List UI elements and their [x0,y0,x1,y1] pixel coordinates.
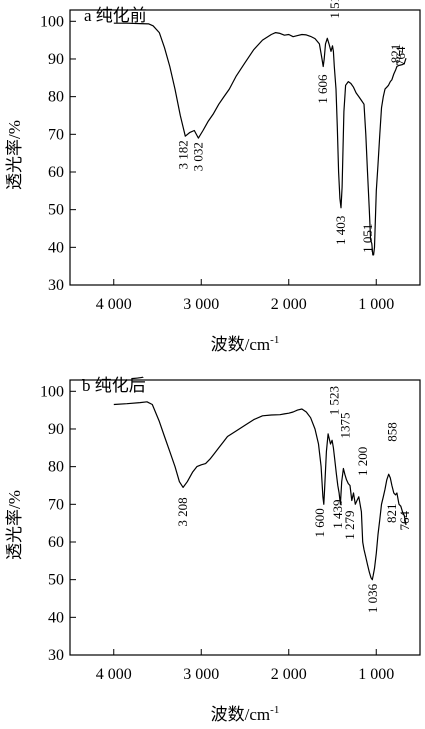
panel-a-peak-label: 3 182 [175,140,190,169]
panel-a-peak-label: 1 606 [315,74,330,104]
panel-b-x-axis-label: 波数/cm-1 [211,704,280,724]
panel-a-y-tick-label: 90 [48,51,64,68]
panel-b-chart: b 纯化后 透光率/% 波数/cm-1 30 40 50 60 70 80 90 100 4 … [5,376,421,724]
panel-b-x-tick-label: 1 000 [358,666,394,683]
panel-a-y-tick-label: 70 [48,126,64,143]
panel-b-title: b 纯化后 [82,376,146,395]
panel-b-y-tick-label: 90 [48,421,64,438]
panel-b-peak-label: 1 200 [355,447,370,476]
panel-b-y-tick-label: 80 [48,459,64,476]
panel-a-y-tick-label: 100 [40,13,64,30]
panel-b-x-tick-label: 4 000 [96,666,132,683]
panel-b-peak-label: 1 600 [312,508,327,537]
panel-b-frame [69,379,421,656]
panel-a-y-tick-label: 40 [48,239,64,256]
panel-b-y-tick-label: 60 [48,534,64,551]
panel-b-peak-label: 1 523 [327,386,342,415]
panel-a-peak-label: 1 051 [360,224,375,253]
panel-a-y-tick-label: 80 [48,89,64,106]
panel-a-x-axis-label-main: 波数/cm [211,335,271,354]
panel-a-title: a 纯化前 [84,6,147,25]
panel-a-peak-label: 1 517 [327,0,342,19]
panel-b-peak-label: 1 439 [330,500,345,529]
panel-b-y-tick-label: 40 [48,609,64,626]
panel-b-peak-label: 821 [384,504,399,524]
panel-a-chart: a 纯化前 透光率/% 波数/cm-1 30 40 50 60 70 80 90 100 4 … [5,0,421,354]
panel-b-peak-label: 764 [397,511,412,531]
panel-b-x-tick-label: 3 000 [183,666,219,683]
panel-a-x-tick-label: 3 000 [183,296,219,313]
panel-b-peak-label: 3 208 [175,497,190,526]
panel-b-y-tick-label: 50 [48,572,64,589]
panel-a-peak-label: 1 403 [333,216,348,245]
panel-a-x-axis-label: 波数/cm-1 [211,334,280,354]
panel-a-y-axis-label: 透光率/% [5,120,24,190]
panel-b-x-axis-label-sup: -1 [270,704,279,716]
panel-a-peak-label: 821 [388,44,403,64]
panel-b-y-axis-label: 透光率/% [5,490,24,560]
panel-b-y-tick-label: 30 [48,647,64,664]
panel-b-y-tick-label: 70 [48,496,64,513]
panel-b-x-axis-label-main: 波数/cm [211,705,271,724]
panel-a-frame [69,9,421,286]
panel-b-peak-label: 858 [385,422,400,442]
panel-a-peak-label: 764 [393,46,408,66]
panel-b-peak-labels: 3 208 1 600 1 523 1 439 1375 1 279 1 200 1 036 8… [175,386,412,613]
panel-a-x-tick-label: 1 000 [358,296,394,313]
panel-a-y-tick-label: 50 [48,202,64,219]
panel-b-peak-label: 1375 [337,413,352,439]
panel-a-x-ticks: 4 000 3 000 2 000 1 000 [96,279,394,313]
panel-b-y-ticks: 30 40 50 60 70 80 90 100 [40,383,76,664]
panel-b-spectrum-line [113,401,407,581]
panel-b-x-ticks: 4 000 3 000 2 000 1 000 [96,649,394,683]
panel-a-x-tick-label: 2 000 [271,296,307,313]
panel-b-y-tick-label: 100 [40,383,64,400]
panel-b-peak-label: 1 036 [365,583,380,613]
panel-a-peak-label: 3 032 [190,142,205,171]
panel-a-x-axis-label-sup: -1 [270,334,279,346]
panel-b-x-tick-label: 2 000 [271,666,307,683]
panel-a-y-tick-label: 30 [48,277,64,294]
panel-b-peak-label: 1 279 [342,511,357,540]
panel-a-y-tick-label: 60 [48,164,64,181]
panel-a-y-ticks: 30 40 50 60 70 80 90 100 [40,13,76,294]
panel-a-x-tick-label: 4 000 [96,296,132,313]
panel-a-spectrum-line [113,22,407,256]
